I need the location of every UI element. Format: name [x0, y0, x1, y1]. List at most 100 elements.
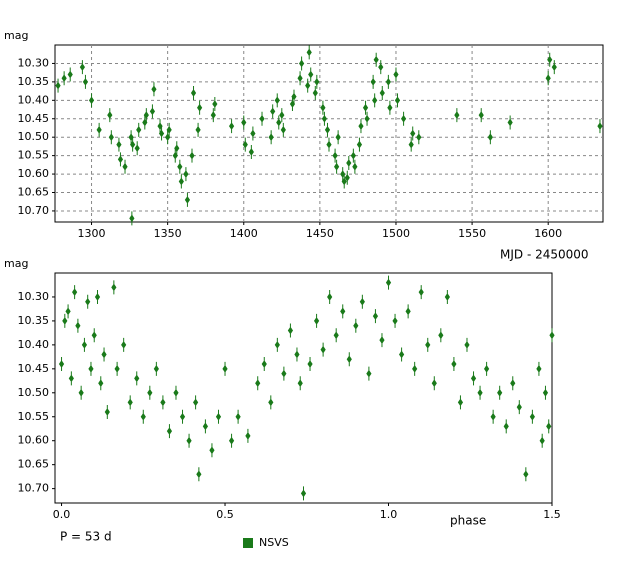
data-point [192, 395, 199, 410]
x-tick-label: 1400 [230, 227, 258, 240]
data-point [58, 357, 65, 372]
data-point [129, 211, 135, 226]
data-point [529, 409, 535, 424]
data-point [536, 361, 542, 376]
data-point [104, 404, 110, 419]
data-point [294, 347, 300, 362]
data-point [305, 78, 311, 93]
data-point [79, 60, 86, 75]
data-point [98, 376, 104, 391]
data-point [457, 395, 464, 410]
data-point [228, 433, 235, 448]
data-point [85, 294, 91, 309]
x-tick-label: 1.0 [380, 508, 398, 521]
data-point [454, 108, 460, 123]
x-tick-label: 1500 [382, 227, 410, 240]
data-point [55, 78, 61, 93]
data-point [212, 97, 218, 111]
data-point [136, 122, 142, 137]
y-tick-label: 10.50 [18, 386, 50, 399]
y-tick-label: 10.40 [18, 338, 50, 351]
data-point [546, 419, 552, 434]
data-point [431, 376, 437, 391]
data-point [94, 289, 101, 304]
data-point [379, 85, 385, 100]
data-point [222, 361, 228, 376]
data-point [153, 361, 159, 376]
data-point [248, 144, 254, 159]
data-point [111, 280, 117, 295]
data-point [373, 52, 379, 67]
data-point [268, 395, 274, 410]
data-point [341, 174, 347, 189]
data-point [333, 328, 339, 343]
data-point [335, 130, 341, 145]
data-point [370, 74, 376, 89]
data-point [210, 108, 216, 123]
data-point [173, 385, 179, 400]
data-point [542, 385, 549, 400]
y-axis-label: mag [4, 257, 28, 270]
data-point [400, 111, 407, 126]
y-tick-label: 10.45 [18, 362, 50, 375]
data-point [487, 130, 493, 145]
data-point [228, 119, 235, 134]
data-point [122, 159, 128, 174]
data-point [78, 385, 84, 400]
data-point [261, 357, 267, 372]
data-point [405, 304, 411, 319]
data-point [274, 337, 280, 352]
data-point [484, 361, 490, 376]
data-point [549, 328, 555, 343]
data-point [418, 285, 424, 300]
data-point [444, 289, 450, 304]
data-point [62, 313, 68, 328]
data-point [270, 104, 276, 119]
data-point [597, 119, 603, 134]
data-point [196, 467, 202, 482]
data-point [372, 309, 379, 324]
y-tick-label: 10.60 [18, 434, 50, 447]
data-point [143, 108, 149, 123]
data-point [503, 419, 509, 434]
data-point [179, 409, 186, 424]
data-point [280, 122, 286, 137]
data-point [268, 130, 274, 145]
data-point [61, 71, 67, 86]
x-tick-label: 0.0 [53, 508, 71, 521]
data-point [259, 111, 265, 126]
y-tick-label: 10.50 [18, 130, 50, 143]
data-point [81, 337, 88, 352]
data-point [297, 376, 303, 391]
x-tick-label: 0.5 [216, 508, 234, 521]
data-point [314, 74, 320, 89]
legend-label: NSVS [259, 536, 289, 549]
data-point [147, 385, 153, 400]
data-point [539, 433, 545, 448]
data-point [91, 328, 97, 343]
data-point [438, 328, 444, 343]
y-tick-label: 10.70 [18, 204, 50, 217]
data-point [507, 115, 513, 130]
data-point [416, 130, 422, 145]
data-point [394, 93, 401, 108]
x-axis-label: MJD - 2450000 [500, 248, 589, 262]
data-point [157, 119, 163, 134]
data-point [547, 52, 553, 67]
data-point [497, 385, 503, 400]
y-tick-label: 10.30 [18, 56, 50, 69]
data-point [358, 119, 364, 134]
x-tick-label: 1550 [458, 227, 486, 240]
x-tick-label: 1300 [78, 227, 106, 240]
data-point [340, 304, 346, 319]
data-point [279, 108, 285, 123]
data-point [551, 60, 557, 75]
data-point [451, 357, 457, 372]
data-point [346, 352, 352, 367]
data-point [306, 45, 312, 60]
data-point [412, 361, 418, 376]
data-point [274, 93, 280, 108]
plot-area [54, 44, 604, 223]
data-point [312, 85, 318, 100]
